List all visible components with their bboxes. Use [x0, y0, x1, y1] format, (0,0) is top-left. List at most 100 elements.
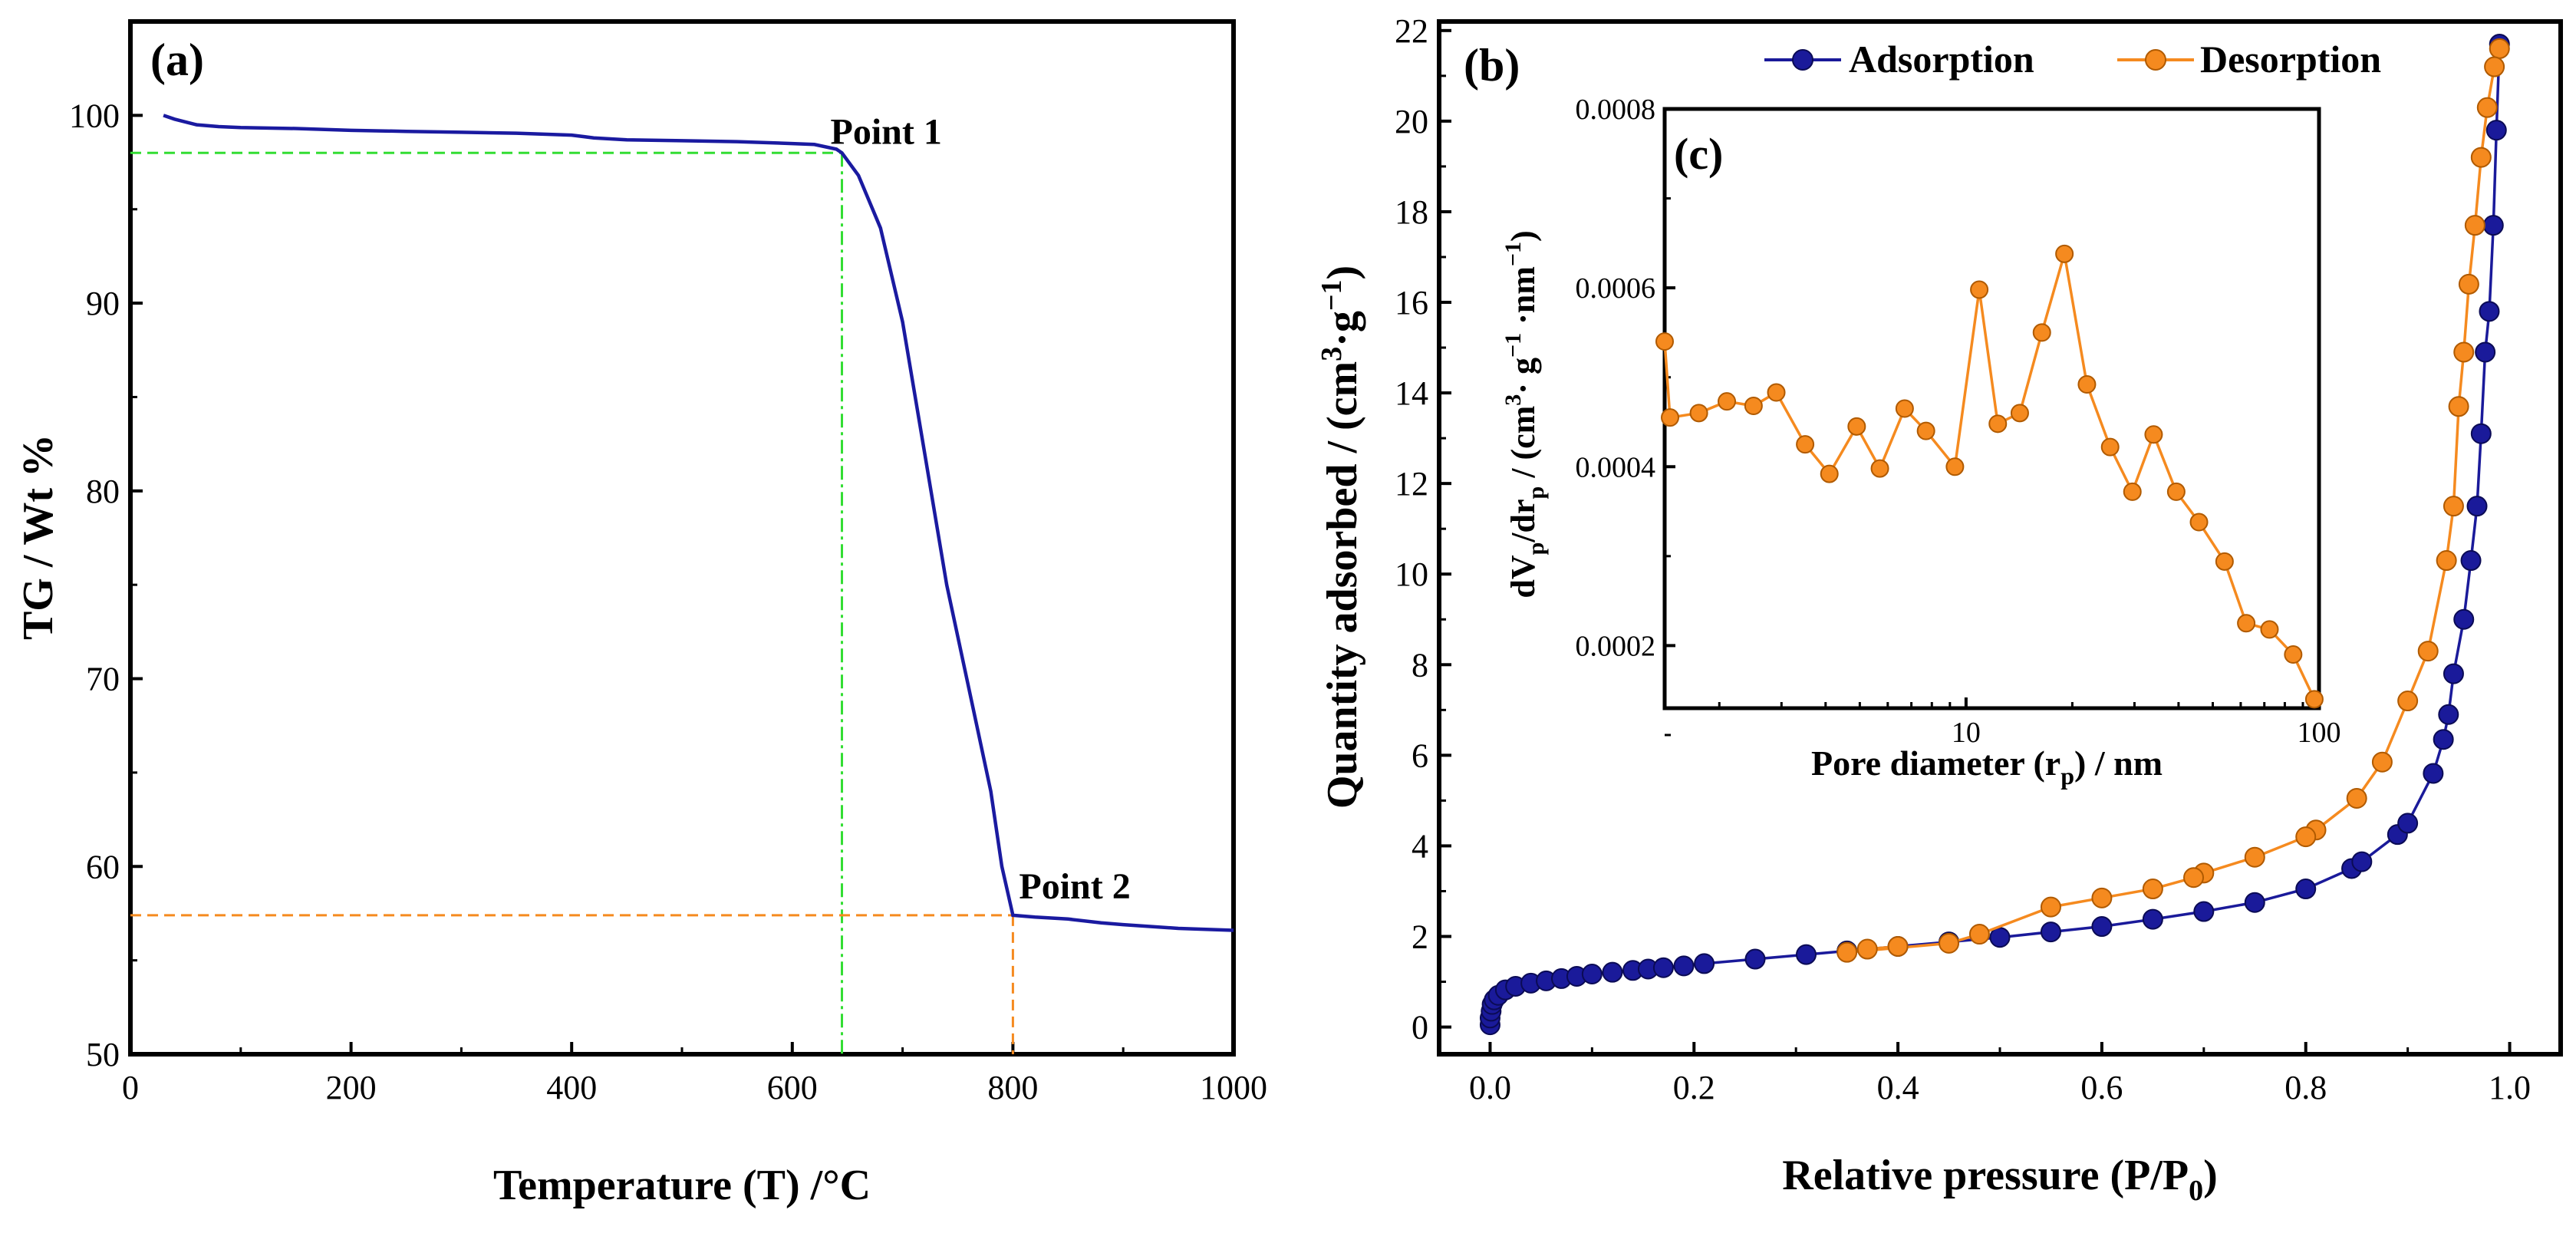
b-y-tick-label: 16: [1395, 284, 1428, 321]
point-2-label: Point 2: [1019, 866, 1130, 907]
adsorption-point: [2438, 704, 2459, 725]
adsorption-point: [2479, 301, 2500, 322]
adsorption-point: [1652, 957, 1674, 978]
adsorption-point: [1581, 964, 1603, 985]
panel-a-x-ticks: 0 200 400 600 800 1000: [122, 1042, 1267, 1106]
adsorption-point: [1673, 955, 1695, 977]
panel-a-guide-lines: [130, 151, 1014, 1054]
legend-adsorption-text: Adsorption: [1849, 38, 2034, 81]
b-y-tick-label: 0: [1412, 1009, 1428, 1047]
pore-distribution-point: [1744, 397, 1763, 416]
pore-distribution-point: [1970, 280, 1989, 299]
a-x-tick-label: 400: [546, 1069, 597, 1106]
pore-distribution-point: [1916, 421, 1935, 440]
panel-c-y-axis-label: dVp/drp / (cm3· g−1 ·nm−1): [1500, 230, 1549, 598]
a-y-tick-label: 100: [69, 97, 120, 134]
pore-distribution-point: [1820, 464, 1839, 483]
panel-a: 0 200 400 600 800 1000 50 60 70 80 90 100 (a) Poin…: [15, 19, 1267, 1209]
desorption-point: [2464, 215, 2485, 236]
desorption-point: [2436, 550, 2457, 572]
adsorption-point: [2193, 901, 2215, 922]
desorption-point: [2458, 273, 2479, 295]
desorption-point: [1856, 938, 1878, 960]
a-y-tick-label: 60: [86, 848, 120, 885]
adsorption-point: [1694, 953, 1715, 974]
b-y-tick-label: 8: [1412, 646, 1428, 684]
legend: Adsorption Desorption: [1764, 38, 2381, 81]
pore-distribution-point: [1718, 392, 1737, 411]
adsorption-point: [2397, 813, 2419, 834]
adsorption-point: [1795, 944, 1817, 965]
legend-desorption-text: Desorption: [2200, 38, 2381, 81]
b-y-tick-label: 18: [1395, 193, 1428, 231]
panel-c-label: (c): [1674, 129, 1723, 179]
b-y-tick-label: 22: [1395, 12, 1428, 50]
panel-b-series: [1479, 34, 2510, 1036]
adsorption-point: [2433, 729, 2454, 750]
adsorption-point: [2475, 341, 2496, 363]
pore-distribution-point: [2077, 375, 2097, 394]
c-y-tick-label: 0.0004: [1576, 451, 1656, 483]
a-y-tick-label: 70: [86, 661, 120, 698]
pore-distribution-point: [2237, 614, 2256, 633]
panel-b-y-axis-label: Quantity adsorbed / (cm3·g−1): [1316, 265, 1366, 809]
panel-c-x-axis-label: Pore diameter (rp) / nm: [1811, 743, 2163, 790]
b-y-tick-label: 10: [1395, 556, 1428, 593]
b-x-tick-label: 0.4: [1877, 1069, 1919, 1106]
pore-distribution-point: [2284, 645, 2303, 664]
a-y-tick-label: 90: [86, 285, 120, 322]
pore-distribution-point: [1689, 404, 1708, 423]
pore-distribution-point: [2189, 513, 2209, 532]
pore-distribution-point: [1661, 408, 1680, 427]
desorption-point: [2489, 38, 2510, 59]
c-x-tick-label: 10: [1952, 717, 1981, 749]
desorption-point: [2453, 341, 2475, 363]
adsorption-point: [2040, 921, 2061, 943]
pore-distribution-point: [1895, 399, 1914, 418]
desorption-point: [2142, 879, 2163, 900]
b-x-tick-label: 0.6: [2080, 1069, 2123, 1106]
pore-distribution-point: [1655, 332, 1674, 351]
adsorption-point: [2482, 215, 2504, 236]
desorption-point: [1968, 924, 1990, 945]
pore-distribution-point: [2100, 437, 2120, 457]
adsorption-point: [2443, 663, 2464, 684]
panel-a-x-axis-label: Temperature (T) /°C: [493, 1162, 871, 1209]
desorption-point: [2476, 97, 2498, 118]
desorption-point: [2470, 147, 2492, 168]
adsorption-point: [1744, 948, 1766, 970]
panel-a-y-axis-label: TG / Wt %: [15, 434, 62, 640]
panel-b-x-ticks: 0.0 0.2 0.4 0.6 0.8 1.0: [1469, 1042, 2531, 1106]
pore-distribution-point: [2123, 482, 2142, 501]
b-x-tick-label: 0.0: [1469, 1069, 1511, 1106]
panel-c-inset: 10 100 0.0002 0.0004 0.0006 0.0008 (c) Pore …: [1500, 94, 2341, 790]
pore-distribution-point: [2032, 323, 2051, 342]
adsorption-point: [2460, 550, 2482, 572]
b-y-tick-label: 20: [1395, 103, 1428, 140]
b-y-tick-label: 2: [1412, 918, 1428, 956]
panel-b-label: (b): [1464, 40, 1520, 91]
panel-c-series: [1655, 244, 2324, 709]
pore-distribution-point: [1945, 457, 1965, 476]
desorption-point: [1887, 935, 1909, 957]
a-x-tick-label: 600: [767, 1069, 818, 1106]
adsorption-point: [2423, 763, 2444, 784]
panel-a-label: (a): [150, 35, 204, 85]
pore-distribution-point: [1988, 414, 2008, 434]
c-x-tick-label: 100: [2298, 717, 2341, 749]
adsorption-point: [2142, 908, 2163, 930]
desorption-point: [2443, 496, 2464, 517]
panel-c-frame: [1662, 107, 2321, 710]
a-x-tick-label: 200: [326, 1069, 377, 1106]
desorption-point: [2244, 846, 2265, 868]
desorption-point: [2484, 56, 2505, 77]
b-y-tick-label: 14: [1395, 374, 1428, 412]
a-x-tick-label: 1000: [1200, 1069, 1267, 1106]
pore-distribution-point: [2215, 552, 2234, 571]
adsorption-point: [2091, 916, 2113, 938]
a-y-tick-label: 80: [86, 473, 120, 510]
panel-c-y-ticks: 0.0002 0.0004 0.0006 0.0008: [1576, 94, 1675, 737]
desorption-point: [2040, 896, 2061, 918]
panel-b-x-axis-label: Relative pressure (P/P0): [1782, 1152, 2217, 1207]
adsorption-point: [2453, 608, 2475, 630]
